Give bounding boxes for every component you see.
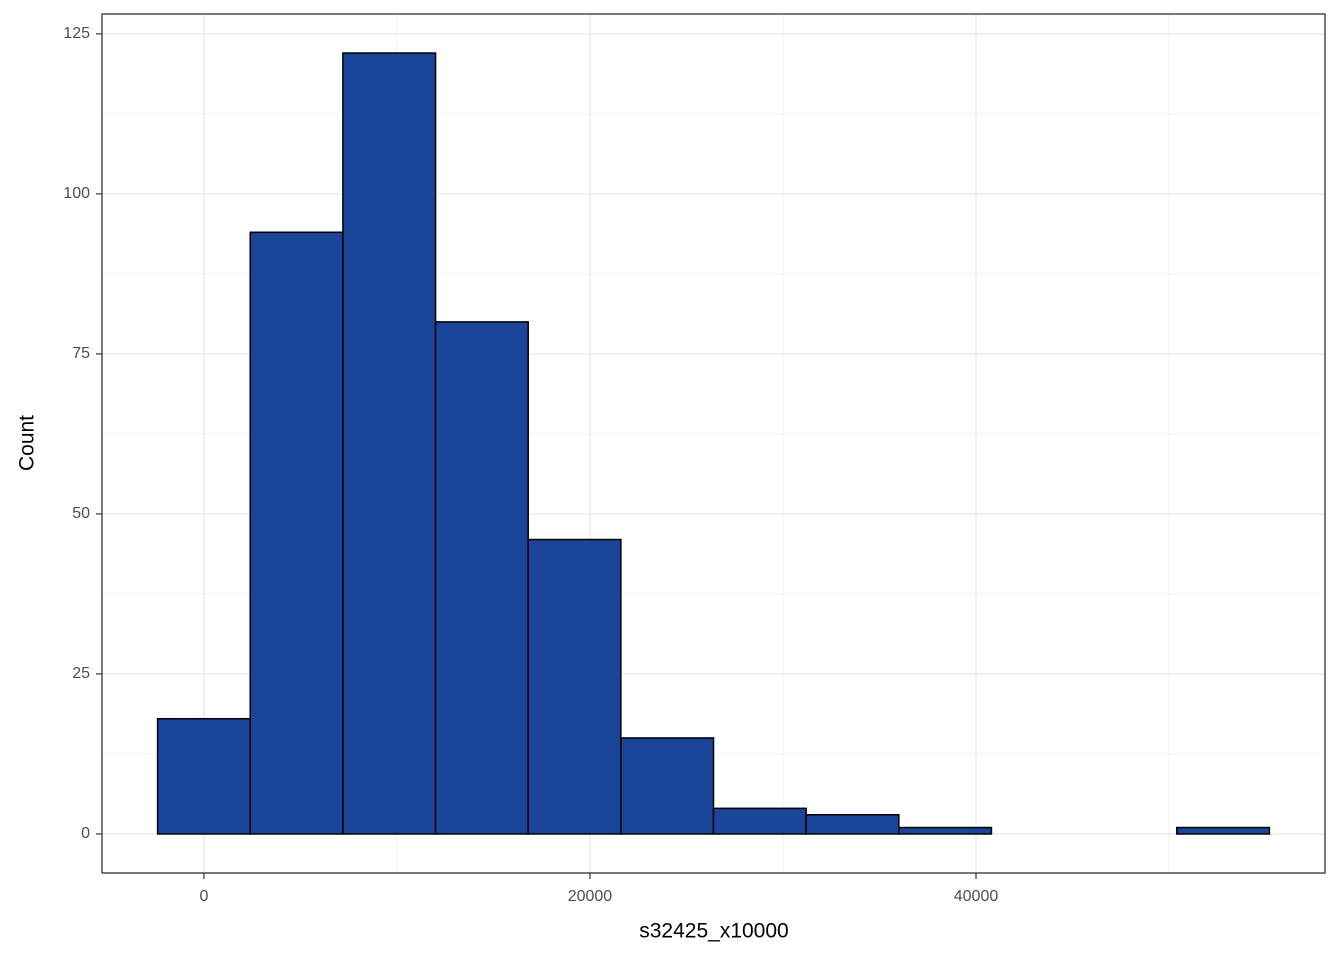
bar	[527, 538, 622, 835]
bar	[805, 814, 900, 835]
bar	[620, 737, 715, 835]
bar	[156, 717, 251, 835]
panel-border	[101, 13, 1326, 874]
bar	[249, 231, 344, 835]
y-tick-label: 0	[81, 825, 90, 842]
bar	[342, 52, 437, 835]
bar	[712, 807, 807, 835]
x-tick-label: 0	[199, 888, 208, 905]
y-tick-label: 100	[63, 185, 90, 202]
bar	[434, 321, 529, 835]
bar	[1176, 826, 1271, 835]
y-axis-title: Count	[16, 415, 39, 471]
y-tick-label: 50	[72, 505, 90, 522]
bar	[898, 826, 993, 835]
x-tick-label: 40000	[954, 888, 999, 905]
y-tick-label: 125	[63, 25, 90, 42]
x-axis-title: s32425_x10000	[639, 920, 788, 943]
y-tick-label: 75	[72, 345, 90, 362]
y-tick-label: 25	[72, 665, 90, 682]
x-tick-label: 20000	[568, 888, 613, 905]
